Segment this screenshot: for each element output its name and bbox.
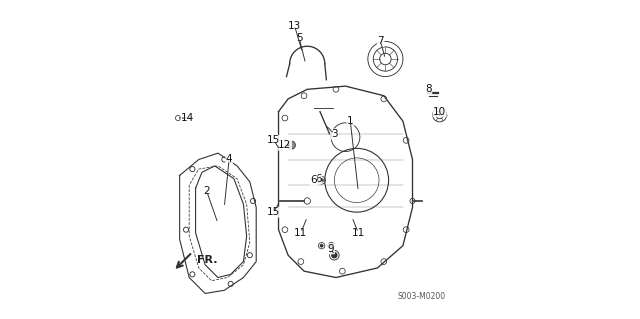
Text: 10: 10 (433, 107, 446, 117)
Text: 14: 14 (181, 113, 195, 123)
Text: S003-M0200: S003-M0200 (398, 292, 446, 301)
Circle shape (330, 244, 333, 247)
Text: 11: 11 (351, 228, 365, 238)
Text: 4: 4 (226, 154, 232, 165)
Circle shape (320, 244, 323, 247)
Text: 12: 12 (278, 140, 292, 150)
Text: 3: 3 (331, 129, 338, 139)
Text: 5: 5 (296, 33, 303, 43)
Text: 11: 11 (294, 228, 307, 238)
Text: 13: 13 (288, 20, 301, 31)
Text: 6: 6 (315, 174, 322, 184)
Text: 9: 9 (328, 244, 335, 254)
Text: 15: 15 (267, 207, 280, 217)
Text: 2: 2 (204, 186, 210, 197)
Text: 1: 1 (347, 116, 354, 126)
Text: 15: 15 (267, 135, 280, 145)
Circle shape (332, 253, 337, 258)
Text: 7: 7 (378, 36, 384, 47)
Text: FR.: FR. (197, 255, 218, 265)
Circle shape (287, 141, 296, 149)
Circle shape (320, 178, 323, 182)
Text: 8: 8 (425, 84, 432, 94)
Text: 6: 6 (310, 175, 317, 185)
